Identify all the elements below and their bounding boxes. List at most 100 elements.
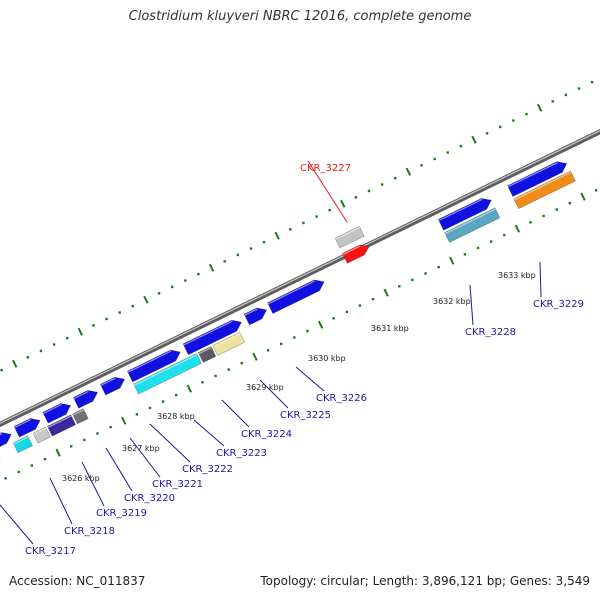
forward-gene-arrow [267, 279, 325, 314]
inner-scale-minor-tick [30, 464, 34, 467]
forward-gene-arrow [507, 161, 568, 197]
forward-gene-arrow-shine [73, 390, 89, 400]
scale-label-kbp: 3628 kbp [157, 412, 195, 421]
forward-gene-arrow [42, 403, 72, 424]
outer-scale-minor-tick [380, 183, 384, 186]
inner-scale-minor-tick [306, 329, 309, 333]
function-block-shine [33, 427, 47, 435]
inner-scale-minor-tick [463, 253, 467, 256]
gene-label-ckr-3225: CKR_3225 [280, 410, 331, 421]
gene-label-leader [0, 504, 34, 545]
accession-label: Accession: NC_011837 [9, 574, 146, 588]
gene-label-ckr-3227: CKR_3227 [300, 163, 351, 174]
outer-scale-minor-tick [236, 253, 239, 257]
outer-scale-minor-tick [302, 221, 305, 225]
inner-scale-major-tick [449, 256, 455, 265]
function-block-shine [13, 436, 29, 445]
inner-scale-minor-tick [568, 201, 572, 205]
gene-label-ckr-3221: CKR_3221 [152, 479, 203, 490]
inner-scale-minor-tick [279, 342, 283, 346]
forward-gene-arrow-shine [127, 350, 172, 373]
inner-scale-minor-tick [161, 400, 165, 403]
gene-label-leader [81, 461, 105, 507]
inner-scale-minor-tick [529, 221, 532, 224]
outer-scale-minor-tick [433, 157, 436, 161]
outer-scale-major-tick [340, 199, 346, 208]
inner-scale-minor-tick [240, 361, 244, 365]
outer-scale-major-tick [208, 263, 215, 272]
inner-scale-major-tick [580, 192, 586, 201]
gene-label-ckr-3228: CKR_3228 [465, 327, 516, 338]
function-block [133, 353, 202, 395]
scale-label-kbp: 3630 kbp [308, 354, 346, 363]
inner-scale-major-tick [317, 320, 324, 329]
function-block [198, 346, 217, 363]
outer-scale-minor-tick [105, 317, 108, 321]
scale-label-kbp: 3627 kbp [122, 444, 160, 453]
outer-scale-minor-tick [525, 112, 528, 116]
gene-label-ckr-3220: CKR_3220 [124, 493, 175, 504]
gene-label-leader [221, 399, 250, 428]
outer-scale-minor-tick [0, 368, 3, 372]
outer-scale-minor-tick [170, 285, 174, 289]
function-block-shine [514, 171, 572, 201]
function-block-shine [213, 332, 241, 348]
inner-scale-minor-tick [4, 477, 7, 480]
gene-label-leader [129, 437, 161, 478]
outer-scale-major-tick [12, 359, 18, 368]
outer-scale-minor-tick [131, 304, 135, 308]
gene-label-leader [105, 447, 133, 492]
inner-scale-minor-tick [411, 278, 414, 282]
forward-gene-arrow [0, 432, 12, 447]
gene-label-leader [259, 379, 289, 409]
outer-scale-minor-tick [118, 311, 121, 314]
inner-scale-minor-tick [345, 310, 349, 314]
inner-scale-minor-tick [542, 214, 545, 218]
outer-scale-minor-tick [223, 260, 226, 263]
inner-scale-minor-tick [437, 265, 440, 269]
inner-scale-major-tick [252, 352, 258, 361]
inner-scale-minor-tick [175, 393, 178, 397]
function-block-shine [444, 208, 496, 235]
inner-scale-minor-tick [398, 285, 401, 288]
inner-scale-minor-tick [214, 374, 217, 378]
inner-scale-minor-tick [555, 208, 558, 211]
outer-scale-minor-tick [499, 125, 502, 129]
inner-scale-minor-tick [135, 413, 139, 416]
inner-scale-minor-tick [109, 425, 112, 429]
inner-scale-minor-tick [96, 432, 99, 435]
gene-label-ckr-3219: CKR_3219 [96, 508, 147, 519]
outer-scale-major-tick [405, 167, 412, 176]
outer-scale-minor-tick [157, 292, 161, 295]
forward-gene-arrow-shine [244, 308, 258, 316]
inner-scale-minor-tick [227, 368, 230, 371]
outer-scale-minor-tick [577, 87, 581, 90]
inner-scale-minor-tick [371, 297, 375, 301]
function-block [12, 435, 33, 454]
inner-scale-minor-tick [70, 445, 73, 448]
gene-label-leader [295, 366, 325, 392]
outer-scale-minor-tick [92, 324, 95, 327]
gene-label-ckr-3226: CKR_3226 [316, 393, 367, 404]
forward-gene-arrow-shine [100, 377, 116, 386]
inner-scale-minor-tick [332, 317, 335, 320]
function-block-shine [198, 346, 212, 355]
inner-scale-major-tick [186, 384, 192, 393]
function-block-shine [335, 226, 361, 240]
gene-label-ckr-3224: CKR_3224 [241, 429, 292, 440]
forward-gene-arrow-shine [43, 404, 62, 414]
inner-scale-minor-tick [83, 438, 86, 442]
outer-scale-minor-tick [66, 336, 69, 340]
outer-scale-minor-tick [328, 208, 331, 212]
forward-gene-arrow-shine [438, 198, 483, 222]
outer-scale-minor-tick [26, 356, 30, 359]
gene-label-ckr-3218: CKR_3218 [64, 526, 115, 537]
gene-label-ckr-3217: CKR_3217 [25, 546, 76, 557]
inner-scale-minor-tick [503, 233, 506, 237]
gene-label-ckr-3229: CKR_3229 [533, 299, 584, 310]
inner-scale-minor-tick [266, 349, 270, 352]
gene-label-ckr-3222: CKR_3222 [182, 464, 233, 475]
outer-scale-minor-tick [184, 279, 187, 282]
